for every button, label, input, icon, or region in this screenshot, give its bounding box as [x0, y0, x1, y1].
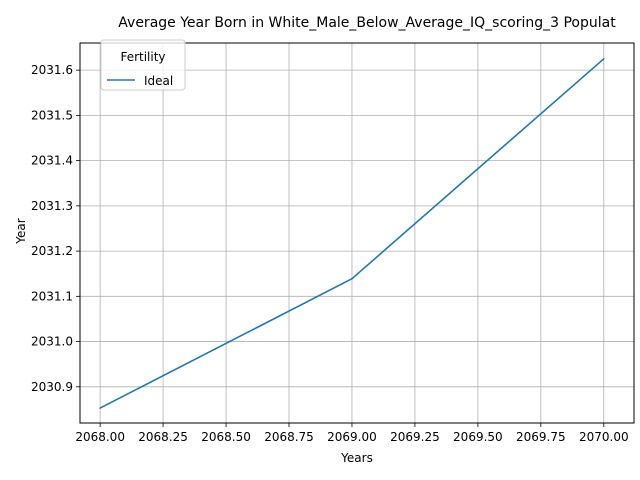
y-tick-label: 2031.0 [31, 335, 73, 349]
y-axis: 2030.9 2031.0 2031.1 2031.2 2031.3 2031.4 2031… [31, 63, 80, 394]
y-axis-label: Year [14, 218, 28, 244]
y-tick-label: 2031.6 [31, 63, 73, 77]
y-tick-label: 2031.2 [31, 244, 73, 258]
legend: Fertility Ideal [100, 39, 186, 91]
data-point [99, 407, 101, 409]
legend-label: Ideal [144, 74, 173, 88]
data-point [602, 58, 605, 60]
y-tick-label: 2031.3 [31, 199, 73, 213]
grid [80, 43, 634, 423]
legend-title: Fertility [120, 50, 165, 64]
x-tick-label: 2069.50 [453, 430, 503, 444]
plot-area [79, 42, 635, 424]
y-tick-label: 2031.5 [31, 108, 73, 122]
x-tick-label: 2068.75 [264, 430, 314, 444]
x-tick-label: 2069.00 [327, 430, 377, 444]
x-tick-label: 2070.00 [579, 430, 629, 444]
y-tick-label: 2030.9 [31, 380, 73, 394]
y-tick-label: 2031.1 [31, 289, 73, 303]
x-tick-label: 2068.50 [201, 430, 251, 444]
x-tick-label: 2069.75 [516, 430, 566, 444]
legend-box [100, 39, 186, 91]
x-tick-label: 2069.25 [390, 430, 440, 444]
chart-title: Average Year Born in White_Male_Below_Av… [118, 15, 616, 31]
x-tick-label: 2068.00 [75, 430, 125, 444]
data-point [351, 277, 353, 280]
series-layer [99, 58, 605, 409]
x-tick-label: 2068.25 [138, 430, 188, 444]
x-axis: 2068.00 2068.25 2068.50 2068.75 2069.00 2069.… [75, 423, 629, 444]
x-axis-label: Years [340, 451, 373, 465]
y-tick-label: 2031.4 [31, 154, 73, 168]
